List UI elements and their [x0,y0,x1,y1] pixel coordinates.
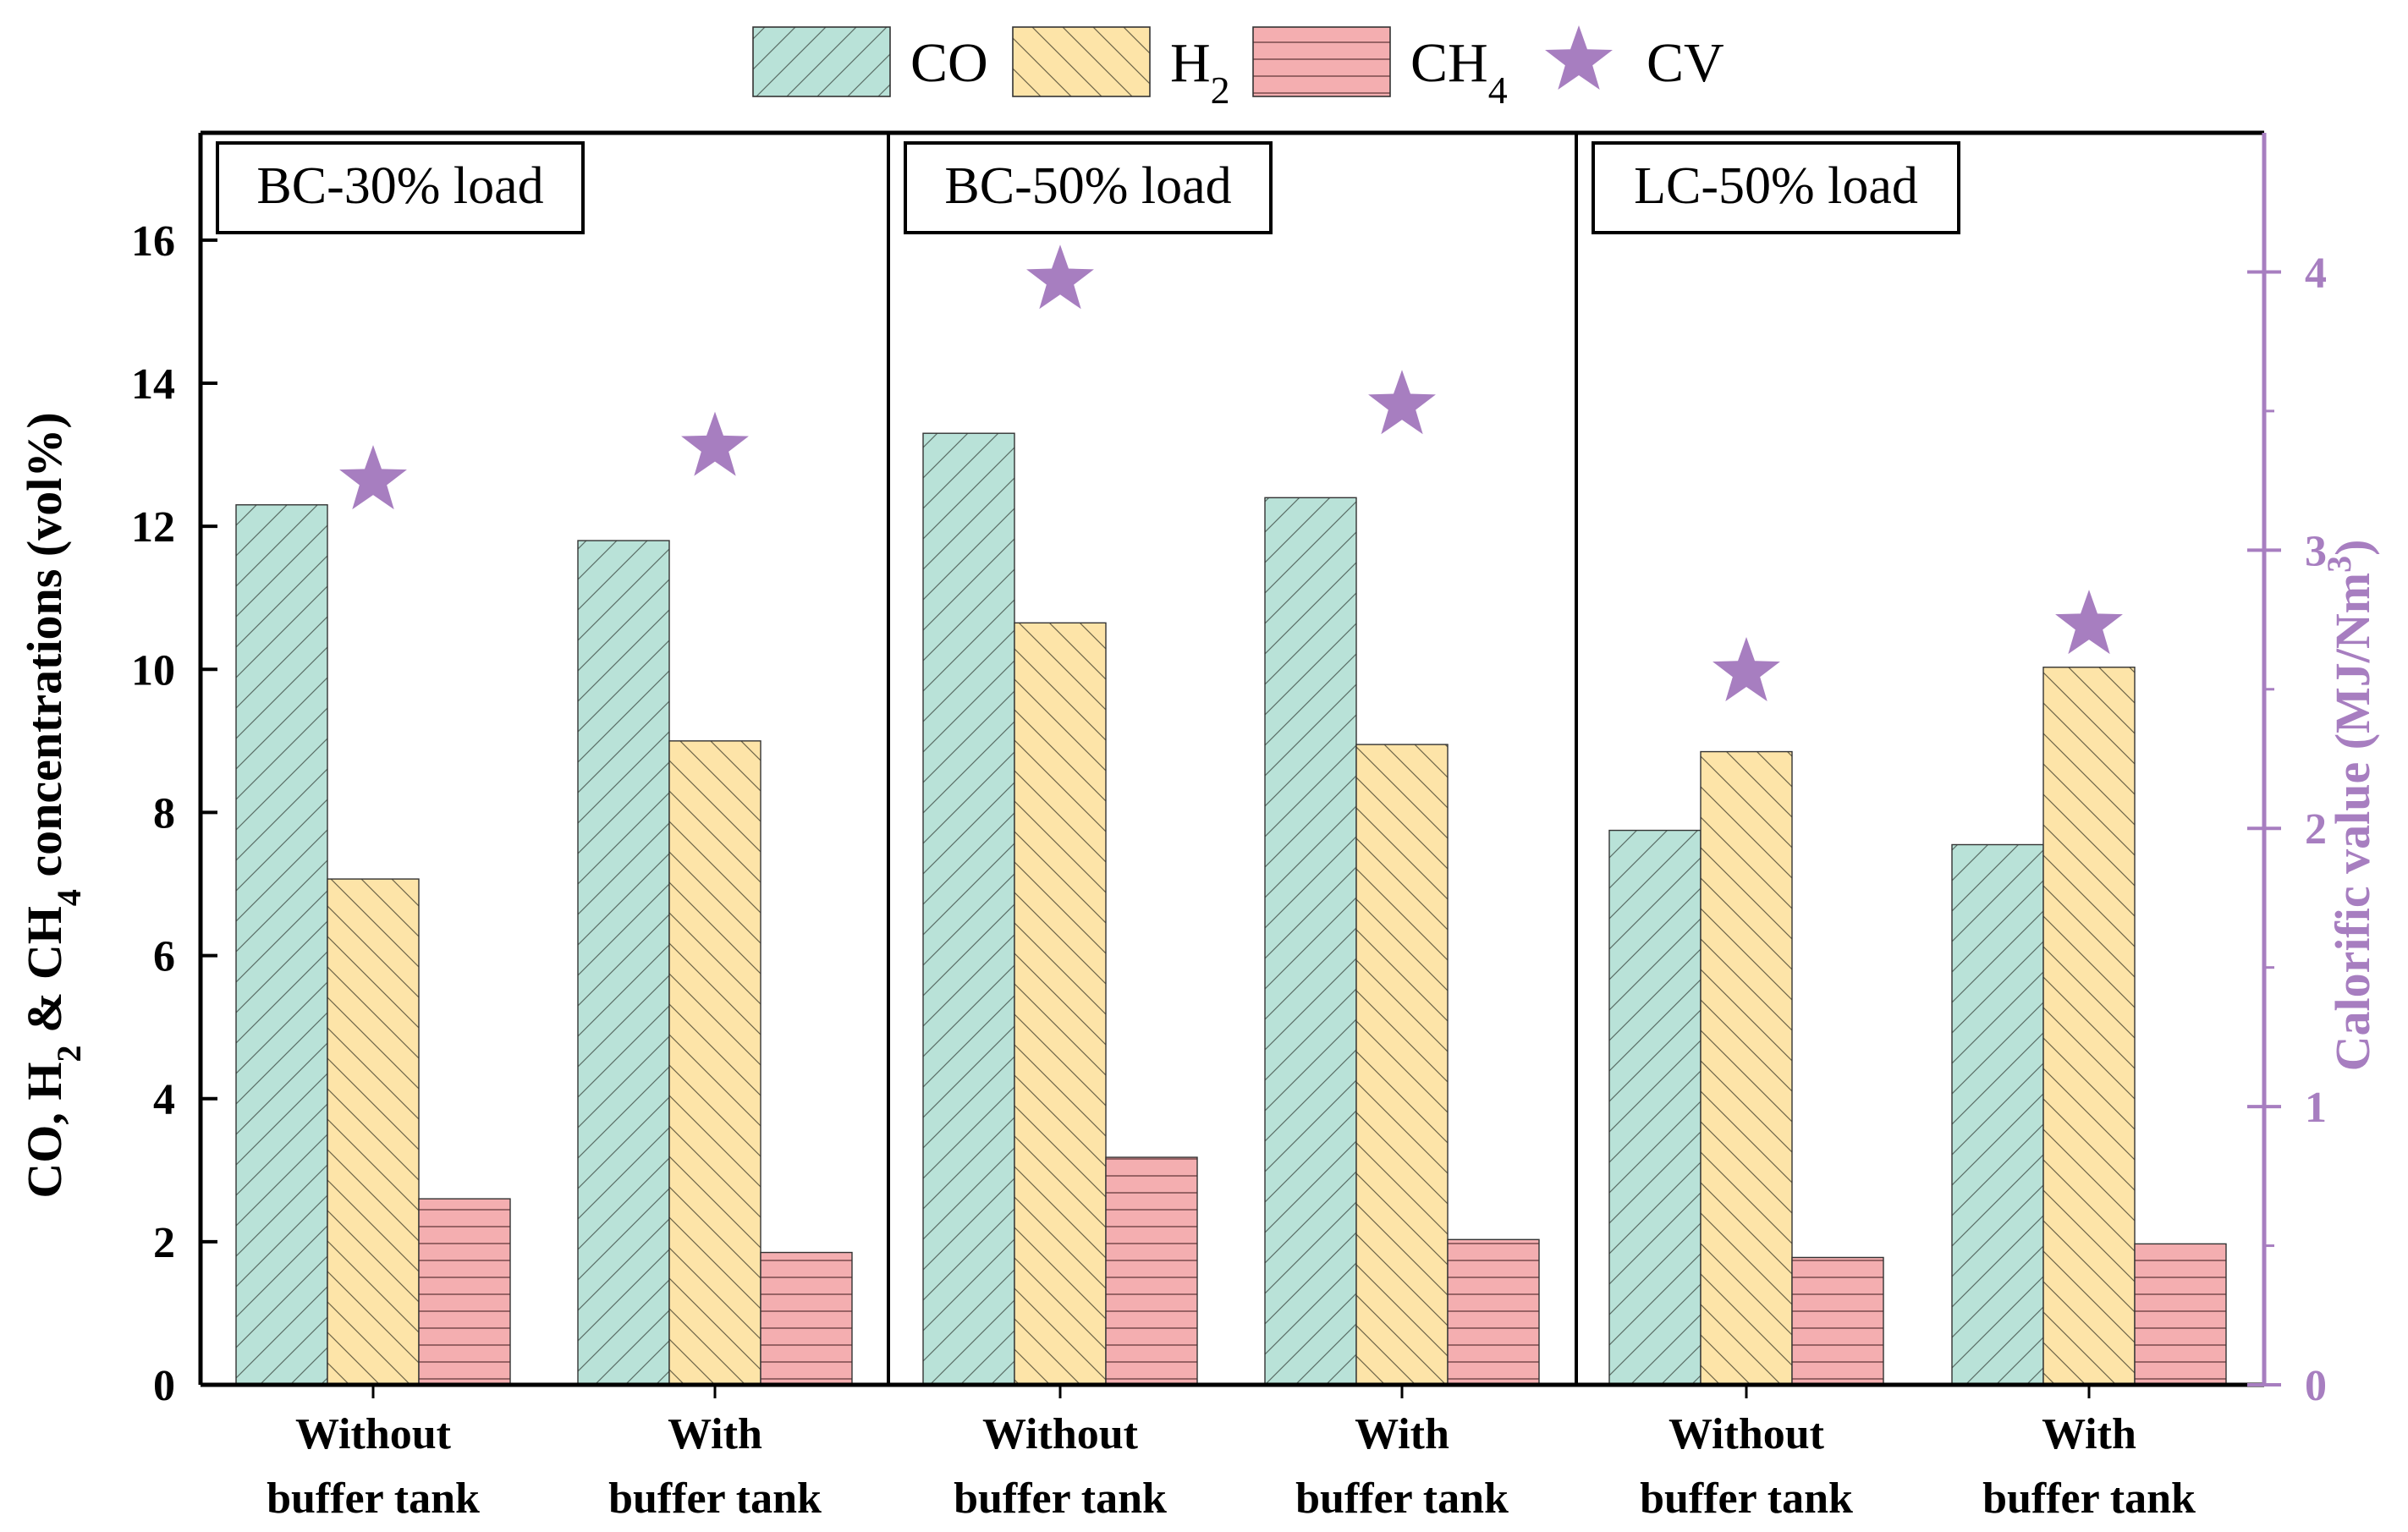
cv-marker-6 [2055,590,2123,655]
legend-marker-cv [1545,25,1613,90]
bar-ch4-2 [760,1251,853,1386]
y-right-tick-label-3: 3 [2305,527,2327,575]
bar-co-2 [577,540,670,1386]
bar-co-5 [1608,829,1702,1386]
bars-layer [235,432,2227,1386]
y-left-tick-label-6: 6 [153,933,175,981]
cv-marker-3 [1026,244,1094,310]
y-left-tick-label-2: 2 [153,1219,175,1267]
y-left-tick-label-4: 4 [153,1076,175,1124]
y-left-tick-label-10: 10 [131,646,175,695]
panel-title-box-3 [1592,141,1960,234]
legend-swatch-co [752,26,891,97]
y-left-tick-label-8: 8 [153,789,175,837]
bar-ch4-1 [418,1198,511,1386]
y-left-tick-label-14: 14 [131,360,175,409]
y-right-tick-label-4: 4 [2305,249,2327,297]
legend-label-ch4: CH4 [1410,32,1508,112]
y-axis-right-label: Calorific value (MJ/Nm3) [2320,540,2381,1072]
legend-swatch-h2 [1012,26,1151,97]
bar-h2-2 [668,740,761,1386]
bar-ch4-6 [2134,1243,2227,1386]
panel-titles-layer: BC-30% load BC-50% load LC-50% load [216,141,1960,234]
bar-h2-5 [1700,750,1793,1386]
panel-title-box-1 [216,141,585,234]
bar-co-6 [1951,843,2044,1386]
x-category-label-1-line-2: buffer tank [267,1474,480,1523]
cv-marker-4 [1368,370,1436,435]
x-category-label-4-line-2: buffer tank [1295,1474,1509,1523]
bar-co-3 [922,432,1015,1386]
bar-co-4 [1264,497,1357,1386]
y-left-tick-label-0: 0 [153,1362,175,1410]
panel-title-2: BC-50% load [944,157,1231,215]
x-category-label-6-line-2: buffer tank [1982,1474,2196,1523]
panel-title-box-2 [904,141,1273,234]
bar-h2-6 [2042,667,2136,1386]
bar-h2-1 [327,878,420,1386]
bar-ch4-5 [1791,1256,1884,1386]
x-category-label-6-line-1: With [2042,1410,2136,1458]
cv-marker-5 [1713,637,1780,702]
bar-co-1 [235,504,328,1386]
panel-title-1: BC-30% load [256,157,543,215]
legend-label-co: CO [910,32,988,94]
cv-marker-1 [339,445,407,510]
bar-ch4-3 [1105,1156,1198,1386]
y-right-tick-label-2: 2 [2305,805,2327,854]
x-category-label-5-line-2: buffer tank [1640,1474,1853,1523]
legend-label-cv: CV [1647,32,1724,94]
plot-frame-layer [198,130,2267,1387]
cv-marker-2 [681,411,749,476]
x-category-label-2-line-1: With [668,1410,762,1458]
y-right-tick-label-0: 0 [2305,1362,2327,1410]
legend-label-h2: H2 [1170,32,1230,112]
y-left-tick-label-12: 12 [131,503,175,552]
cv-markers-layer [339,244,2123,702]
bar-ch4-4 [1447,1238,1540,1386]
x-category-label-3-line-2: buffer tank [954,1474,1167,1523]
y-axis-left-label: CO, H2 & CH4 concentrations (vol%) [17,412,88,1198]
x-category-label-4-line-1: With [1355,1410,1449,1458]
legend-swatch-ch4 [1252,26,1391,97]
x-category-label-3-line-1: Without [982,1410,1139,1458]
bar-h2-4 [1355,744,1449,1386]
x-category-label-2-line-2: buffer tank [608,1474,822,1523]
bar-h2-3 [1014,622,1107,1386]
x-category-label-1-line-1: Without [295,1410,452,1458]
legend: CO H2 CH4 CV [752,25,1724,112]
panel-title-3: LC-50% load [1634,157,1918,215]
y-right-tick-label-1: 1 [2305,1084,2327,1132]
y-left-tick-label-16: 16 [131,217,175,266]
x-category-label-5-line-1: Without [1669,1410,1825,1458]
